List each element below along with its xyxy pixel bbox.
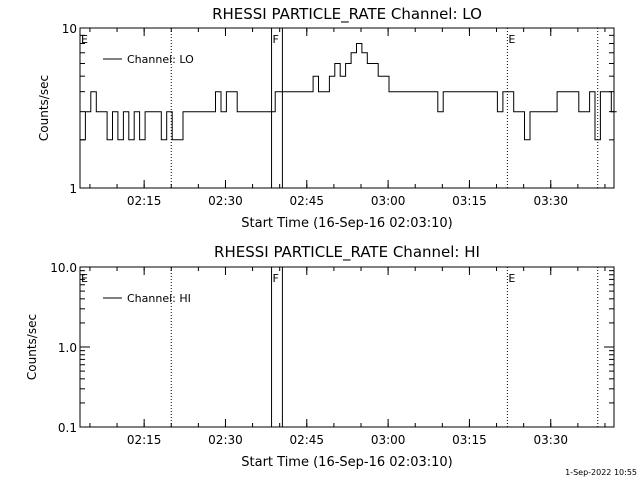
x-tick-label-lo: 02:30: [208, 194, 243, 208]
annotation-label-hi: F: [273, 272, 279, 285]
x-axis-label-hi: Start Time (16-Sep-16 02:03:10): [241, 455, 452, 470]
plot-frame-lo: [79, 27, 615, 189]
plot-frame-hi: [79, 266, 615, 428]
x-axis-label-lo: Start Time (16-Sep-16 02:03:10): [241, 216, 452, 231]
annotation-label-lo: E: [81, 33, 88, 46]
y-tick-label-lo: 10: [62, 22, 77, 36]
x-tick-label-hi: 03:30: [533, 433, 568, 447]
x-tick-label-lo: 03:00: [371, 194, 406, 208]
y-axis-label-lo: Counts/sec: [37, 75, 51, 141]
series-line-lo: [80, 43, 617, 141]
chart-title-hi: RHESSI PARTICLE_RATE Channel: HI: [214, 243, 480, 262]
y-axis-label-hi: Counts/sec: [25, 314, 39, 380]
annotation-label-hi: E: [508, 272, 515, 285]
x-tick-label-hi: 03:15: [452, 433, 487, 447]
y-tick-label-hi: 1.0: [58, 341, 77, 355]
x-tick-label-hi: 02:30: [208, 433, 243, 447]
footer-timestamp: 1-Sep-2022 10:55: [565, 468, 637, 477]
annotation-label-lo: E: [508, 33, 515, 46]
panel-lo: RHESSI PARTICLE_RATE Channel: LO Counts/…: [37, 5, 617, 231]
legend-label-lo: Channel: LO: [127, 53, 194, 66]
x-tick-label-lo: 03:30: [533, 194, 568, 208]
x-tick-label-hi: 03:00: [371, 433, 406, 447]
annotation-label-lo: F: [273, 33, 279, 46]
ticks-hi: 02:15 02:30 02:45 03:00 03:15 03:30 0.1 1.0 10.0: [50, 261, 614, 447]
y-tick-label-hi: 10.0: [50, 261, 77, 275]
ticks-lo: 02:15 02:30 02:45 03:00 03:15 03:30 1 10: [62, 22, 614, 208]
x-tick-label-hi: 02:15: [127, 433, 162, 447]
annotation-label-hi: E: [81, 272, 88, 285]
y-tick-label-hi: 0.1: [58, 421, 77, 435]
panel-hi: RHESSI PARTICLE_RATE Channel: HI Counts/…: [25, 243, 615, 470]
x-tick-label-lo: 02:15: [127, 194, 162, 208]
legend-label-hi: Channel: HI: [127, 292, 191, 305]
x-tick-label-hi: 02:45: [289, 433, 324, 447]
y-tick-label-lo: 1: [69, 182, 77, 196]
x-tick-label-lo: 02:45: [289, 194, 324, 208]
x-tick-label-lo: 03:15: [452, 194, 487, 208]
chart-title-lo: RHESSI PARTICLE_RATE Channel: LO: [212, 5, 482, 24]
